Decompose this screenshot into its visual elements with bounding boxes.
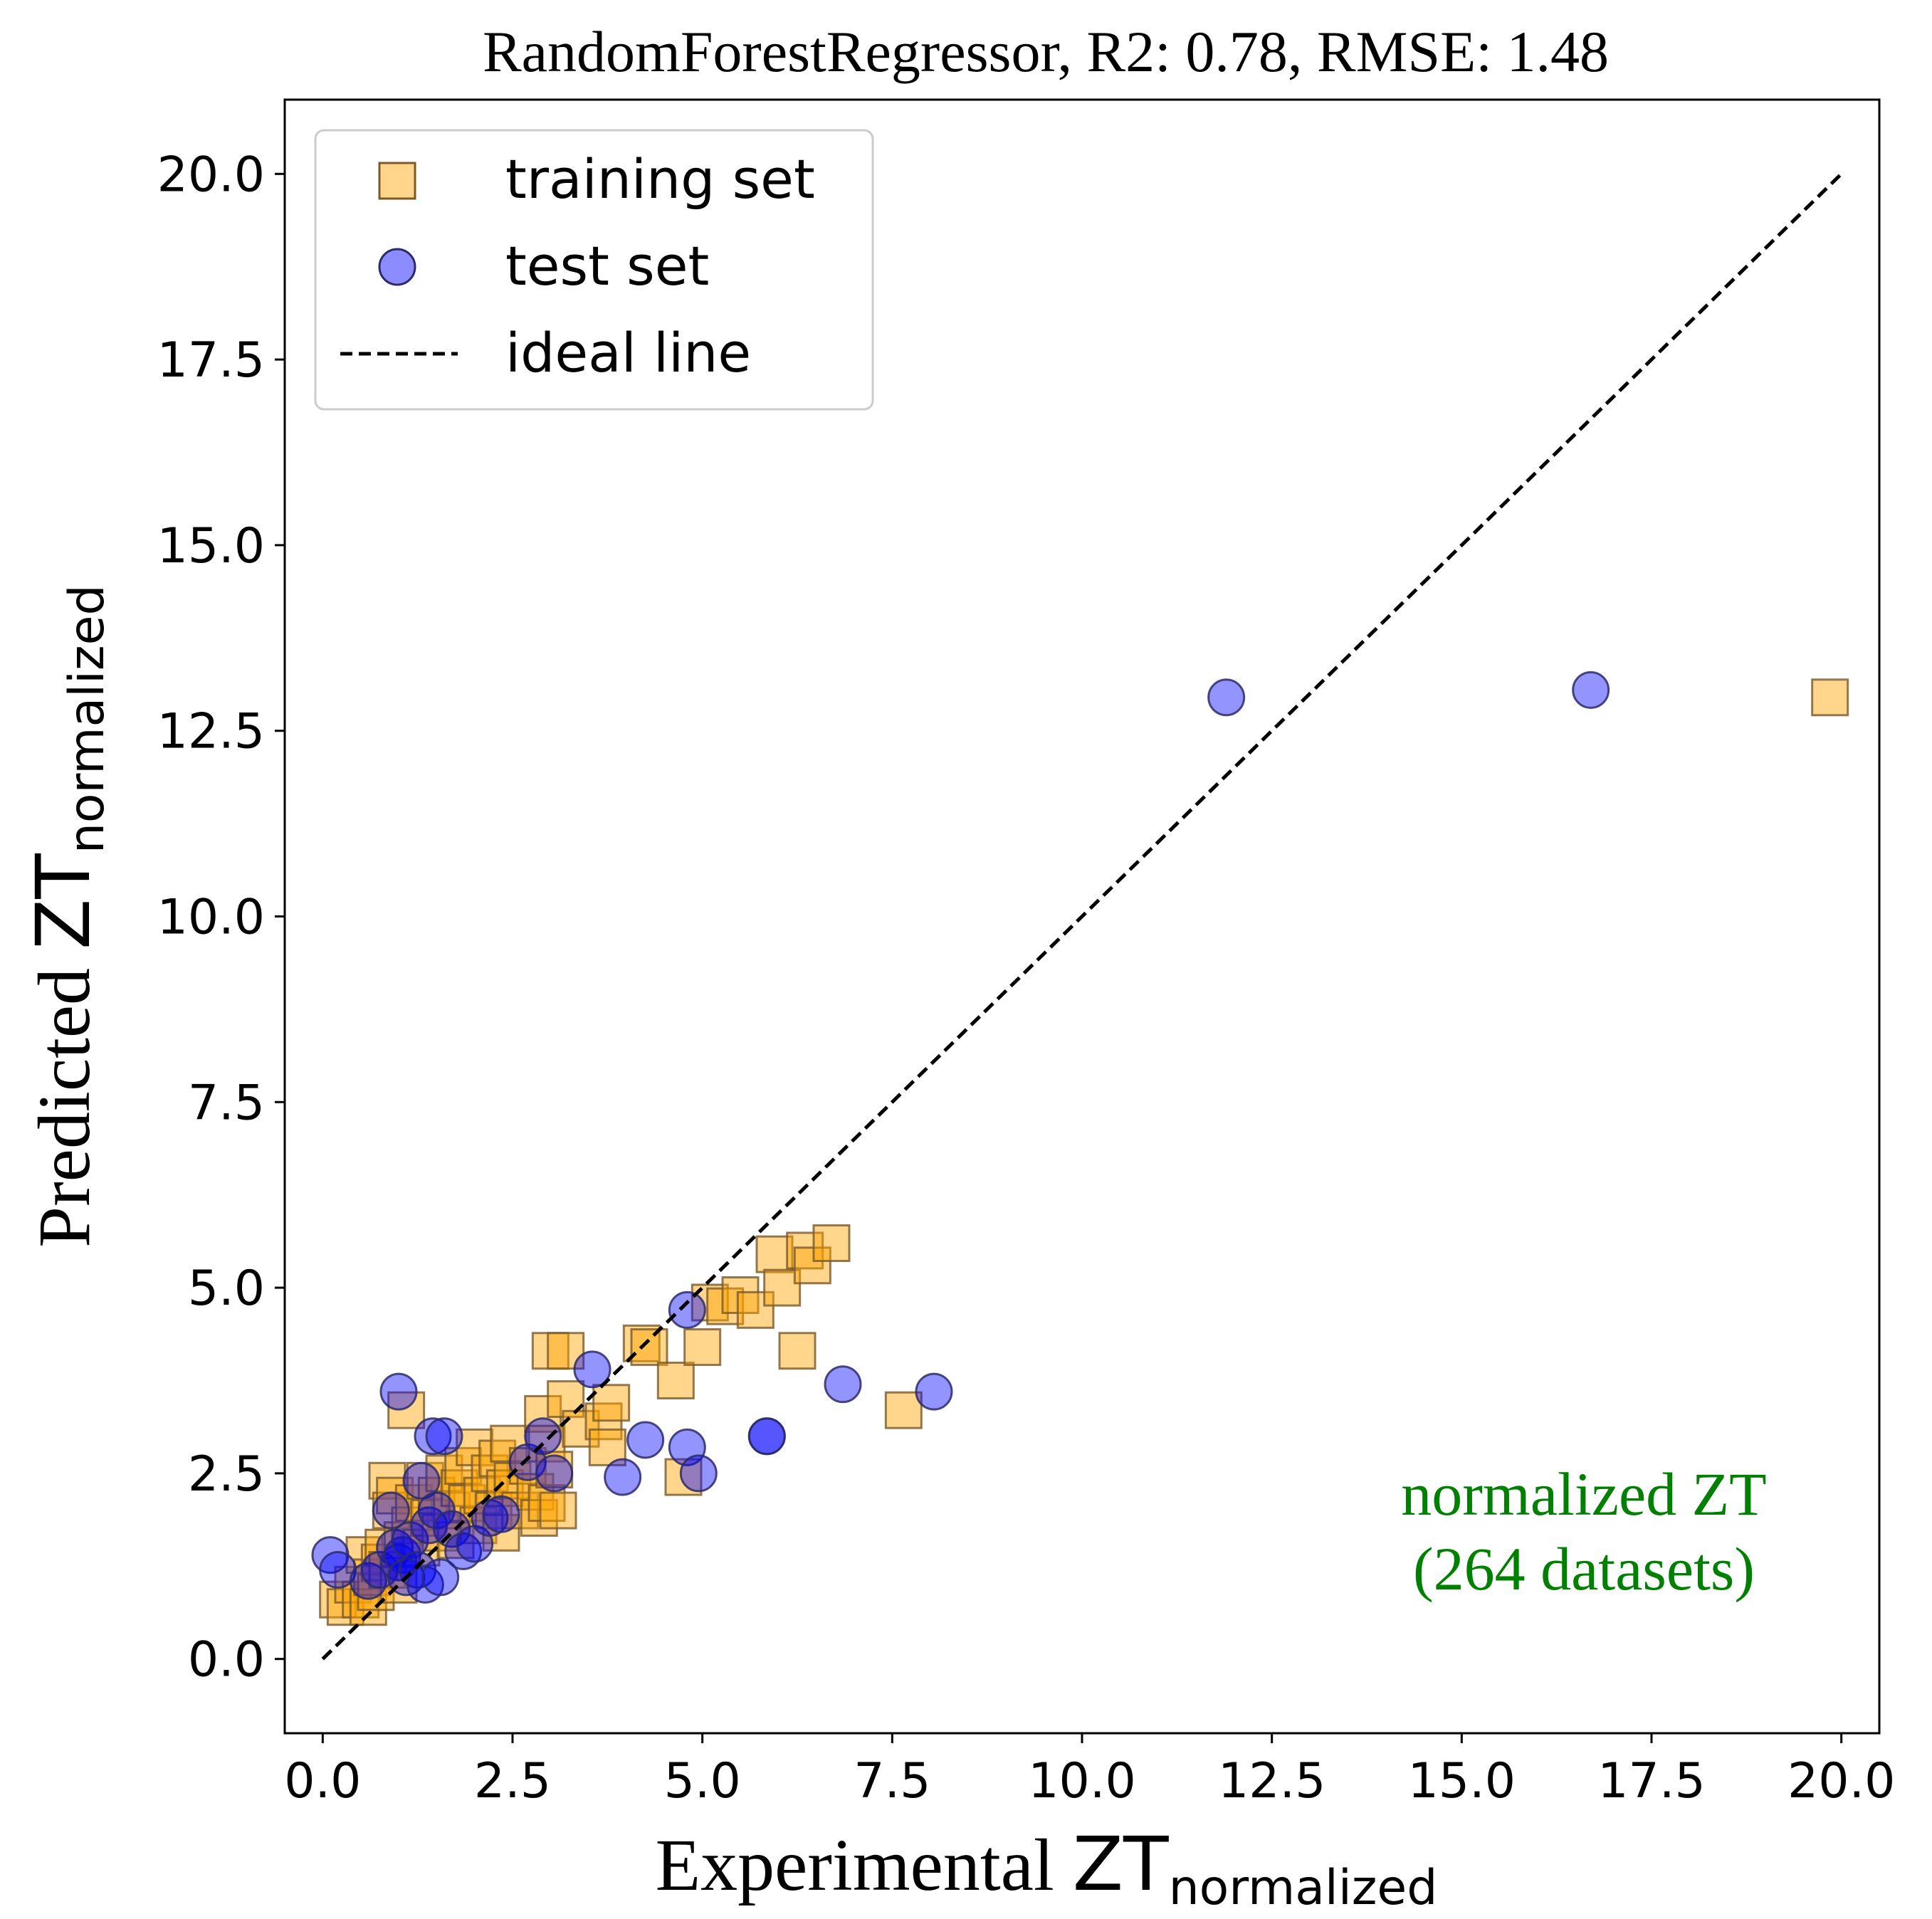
legend-label-training: training set [505, 147, 815, 211]
test-point [573, 1350, 611, 1389]
training-point [683, 1328, 722, 1367]
training-point [630, 1328, 668, 1367]
test-point [915, 1372, 953, 1411]
y-tick-label: 20.0 [157, 147, 265, 203]
test-point [524, 1417, 562, 1456]
test-point [535, 1454, 574, 1493]
x-tick-label: 15.0 [1408, 1753, 1516, 1809]
test-point [679, 1454, 718, 1493]
test-set-series [311, 671, 1610, 1604]
y-tick-label: 5.0 [188, 1261, 265, 1317]
test-point [747, 1417, 786, 1456]
training-point [345, 1536, 384, 1574]
x-axis-label-main: Experimental [656, 1824, 1073, 1906]
test-point [414, 1417, 452, 1456]
test-point [433, 1510, 471, 1548]
legend-frame [314, 129, 874, 411]
axis-ticks: 0.0 2.5 5.0 7.5 10.0 12.5 15.0 17.5 20.0 0.0 2.5 5.… [157, 147, 1896, 1809]
training-point [656, 1361, 695, 1399]
test-point [372, 1491, 410, 1530]
legend-label-test: test set [505, 234, 709, 298]
legend-marker-training [378, 162, 416, 200]
legend-label-ideal-line: ideal line [505, 321, 751, 384]
y-axis-label: Predicted ZTnormalized [20, 584, 115, 1247]
x-tick-label: 12.5 [1218, 1753, 1325, 1809]
test-point [1572, 671, 1610, 709]
test-point [626, 1421, 665, 1459]
training-point [539, 1491, 577, 1530]
x-axis-label: Experimental ZTnormalized [656, 1821, 1438, 1916]
test-point [482, 1495, 520, 1533]
test-point [604, 1458, 642, 1496]
x-tick-label: 0.0 [284, 1753, 361, 1809]
training-point [884, 1391, 923, 1429]
x-tick-label: 20.0 [1787, 1753, 1895, 1809]
test-point [402, 1461, 441, 1500]
y-tick-label: 10.0 [157, 890, 265, 946]
x-axis-label-symbol: ZT [1073, 1821, 1169, 1908]
test-point [421, 1558, 460, 1597]
data-marks [311, 671, 1849, 1626]
test-point [349, 1562, 387, 1600]
test-point [425, 1417, 463, 1456]
x-tick-label: 7.5 [854, 1753, 930, 1809]
y-axis-label-main: Predicted [23, 950, 105, 1248]
training-point [387, 1391, 426, 1429]
training-point [592, 1384, 631, 1422]
legend-marker-test [378, 248, 416, 286]
x-axis-label-subscript: normalized [1169, 1860, 1438, 1916]
x-tick-label: 2.5 [474, 1753, 551, 1809]
training-point [622, 1324, 661, 1362]
y-tick-label: 17.5 [157, 332, 265, 389]
x-tick-label: 17.5 [1597, 1753, 1705, 1809]
test-point [668, 1290, 706, 1329]
training-point [786, 1231, 824, 1270]
ideal-line-layer [321, 172, 1843, 1661]
legend: training set test set ideal line [314, 129, 874, 411]
y-axis-label-subscript: normalized [59, 584, 115, 853]
chart-title: RandomForestRegressor, R2: 0.78, RMSE: 1… [483, 19, 1609, 84]
x-tick-label: 5.0 [664, 1753, 741, 1809]
training-point [793, 1246, 831, 1285]
training-point [721, 1276, 760, 1315]
y-tick-label: 7.5 [188, 1075, 265, 1131]
training-point [812, 1224, 851, 1262]
test-point [391, 1521, 429, 1560]
training-point [531, 1332, 569, 1370]
y-tick-label: 15.0 [157, 518, 265, 574]
training-point [520, 1498, 558, 1537]
y-tick-label: 2.5 [188, 1446, 265, 1503]
annotation: normalized ZT (264 datasets) [1401, 1460, 1766, 1603]
ideal-line [321, 172, 1843, 1661]
training-point [736, 1290, 775, 1329]
y-tick-label: 0.0 [188, 1632, 265, 1688]
x-tick-label: 10.0 [1028, 1753, 1135, 1809]
test-point [1207, 678, 1246, 717]
test-point [824, 1365, 862, 1404]
test-point [379, 1372, 418, 1411]
y-axis-label-symbol: ZT [20, 853, 107, 950]
training-point [421, 1513, 460, 1552]
training-point [360, 1543, 399, 1582]
y-tick-label: 12.5 [157, 704, 265, 760]
annotation-line-2: (264 datasets) [1413, 1535, 1755, 1603]
annotation-line-1: normalized ZT [1401, 1460, 1766, 1528]
training-point [1811, 678, 1849, 717]
training-point [778, 1332, 817, 1370]
test-point [444, 1532, 483, 1570]
training-point [547, 1332, 585, 1370]
